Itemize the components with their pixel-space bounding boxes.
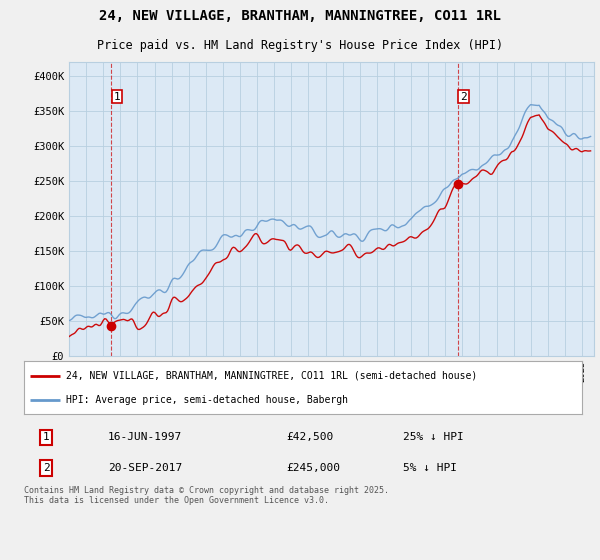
Text: £42,500: £42,500 (286, 432, 334, 442)
Text: 2: 2 (460, 92, 467, 101)
Text: Price paid vs. HM Land Registry's House Price Index (HPI): Price paid vs. HM Land Registry's House … (97, 39, 503, 53)
Text: 16-JUN-1997: 16-JUN-1997 (108, 432, 182, 442)
Text: 25% ↓ HPI: 25% ↓ HPI (403, 432, 464, 442)
Text: 2: 2 (43, 463, 50, 473)
Text: 5% ↓ HPI: 5% ↓ HPI (403, 463, 457, 473)
Text: Contains HM Land Registry data © Crown copyright and database right 2025.
This d: Contains HM Land Registry data © Crown c… (24, 486, 389, 505)
Text: 24, NEW VILLAGE, BRANTHAM, MANNINGTREE, CO11 1RL (semi-detached house): 24, NEW VILLAGE, BRANTHAM, MANNINGTREE, … (66, 371, 477, 381)
Text: 20-SEP-2017: 20-SEP-2017 (108, 463, 182, 473)
Text: 1: 1 (113, 92, 121, 101)
Text: HPI: Average price, semi-detached house, Babergh: HPI: Average price, semi-detached house,… (66, 395, 348, 405)
Text: 24, NEW VILLAGE, BRANTHAM, MANNINGTREE, CO11 1RL: 24, NEW VILLAGE, BRANTHAM, MANNINGTREE, … (99, 10, 501, 24)
Text: 1: 1 (43, 432, 50, 442)
Text: £245,000: £245,000 (286, 463, 340, 473)
